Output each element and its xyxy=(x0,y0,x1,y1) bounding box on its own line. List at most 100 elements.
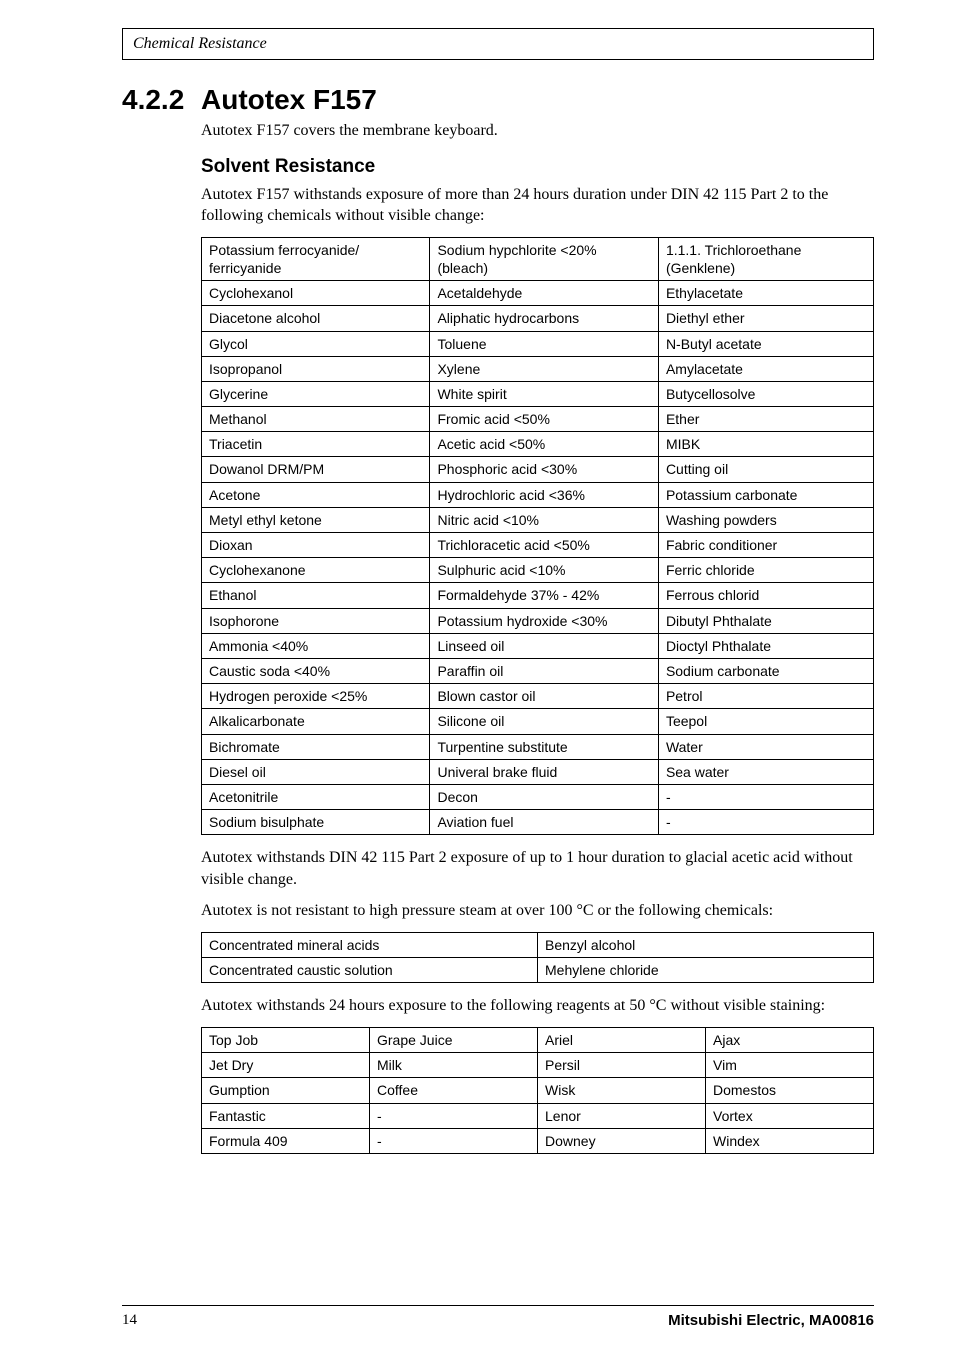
table-cell: Trichloracetic acid <50% xyxy=(430,533,658,558)
table-cell: Sodium carbonate xyxy=(658,658,873,683)
footer-right: Mitsubishi Electric, MA00816 xyxy=(668,1312,874,1329)
table-row: TriacetinAcetic acid <50%MIBK xyxy=(202,432,874,457)
table-cell: - xyxy=(658,810,873,835)
table-cell: Diesel oil xyxy=(202,759,430,784)
table-row: GumptionCoffeeWiskDomestos xyxy=(202,1078,874,1103)
not-resistant-table: Concentrated mineral acidsBenzyl alcohol… xyxy=(201,932,874,983)
table-cell: Univeral brake fluid xyxy=(430,759,658,784)
table-row: IsopropanolXyleneAmylacetate xyxy=(202,356,874,381)
table-row: Diesel oilUniveral brake fluidSea water xyxy=(202,759,874,784)
table-cell: 1.1.1. Trichloroethane (Genklene) xyxy=(658,237,873,280)
table-cell: Diacetone alcohol xyxy=(202,306,430,331)
para-1: Autotex F157 withstands exposure of more… xyxy=(201,184,874,227)
section-intro: Autotex F157 covers the membrane keyboar… xyxy=(201,120,874,142)
table-cell: Acetaldehyde xyxy=(430,281,658,306)
table-cell: Potassium carbonate xyxy=(658,482,873,507)
table-row: Formula 409-DowneyWindex xyxy=(202,1128,874,1153)
table-cell: Dioxan xyxy=(202,533,430,558)
table-cell: Linseed oil xyxy=(430,633,658,658)
table-cell: Formaldehyde 37% - 42% xyxy=(430,583,658,608)
table-cell: Fabric conditioner xyxy=(658,533,873,558)
table-cell: Xylene xyxy=(430,356,658,381)
table-cell: Ferrous chlorid xyxy=(658,583,873,608)
table-cell: Amylacetate xyxy=(658,356,873,381)
table-cell: Acetic acid <50% xyxy=(430,432,658,457)
reagents-table: Top JobGrape JuiceArielAjaxJet DryMilkPe… xyxy=(201,1027,874,1154)
table-cell: Petrol xyxy=(658,684,873,709)
table-cell: Top Job xyxy=(202,1028,370,1053)
table-cell: Coffee xyxy=(370,1078,538,1103)
table-cell: N-Butyl acetate xyxy=(658,331,873,356)
table-cell: Aviation fuel xyxy=(430,810,658,835)
table-cell: - xyxy=(370,1103,538,1128)
table-row: DioxanTrichloracetic acid <50%Fabric con… xyxy=(202,533,874,558)
table-cell: Formula 409 xyxy=(202,1128,370,1153)
table-cell: Concentrated caustic solution xyxy=(202,958,538,983)
table-cell: Ammonia <40% xyxy=(202,633,430,658)
section-title: Autotex F157 xyxy=(201,84,377,115)
table-cell: Triacetin xyxy=(202,432,430,457)
table-row: Concentrated caustic solutionMehylene ch… xyxy=(202,958,874,983)
table-cell: Bichromate xyxy=(202,734,430,759)
table-row: MethanolFromic acid <50%Ether xyxy=(202,407,874,432)
table-cell: Glycerine xyxy=(202,381,430,406)
table-cell: Ethanol xyxy=(202,583,430,608)
para-4: Autotex withstands 24 hours exposure to … xyxy=(201,995,874,1017)
table-cell: Jet Dry xyxy=(202,1053,370,1078)
table-cell: Teepol xyxy=(658,709,873,734)
section-number: 4.2.2 xyxy=(122,84,201,116)
table-cell: Isophorone xyxy=(202,608,430,633)
table-cell: Sodium hypchlorite <20% (bleach) xyxy=(430,237,658,280)
table-cell: Acetone xyxy=(202,482,430,507)
table-cell: Methanol xyxy=(202,407,430,432)
table-cell: Acetonitrile xyxy=(202,784,430,809)
table-row: Sodium bisulphateAviation fuel- xyxy=(202,810,874,835)
subheading-solvent: Solvent Resistance xyxy=(201,156,874,178)
table-row: Top JobGrape JuiceArielAjax xyxy=(202,1028,874,1053)
table-cell: Ethylacetate xyxy=(658,281,873,306)
page-header: Chemical Resistance xyxy=(122,28,874,60)
table-cell: Sulphuric acid <10% xyxy=(430,558,658,583)
table-cell: Blown castor oil xyxy=(430,684,658,709)
table-row: CyclohexanolAcetaldehydeEthylacetate xyxy=(202,281,874,306)
table-cell: Cyclohexanol xyxy=(202,281,430,306)
table-row: Ammonia <40%Linseed oilDioctyl Phthalate xyxy=(202,633,874,658)
table-cell: Dowanol DRM/PM xyxy=(202,457,430,482)
table-row: Metyl ethyl ketoneNitric acid <10%Washin… xyxy=(202,507,874,532)
table-cell: Cyclohexanone xyxy=(202,558,430,583)
table-row: GlycolTolueneN-Butyl acetate xyxy=(202,331,874,356)
table-cell: Silicone oil xyxy=(430,709,658,734)
table-cell: White spirit xyxy=(430,381,658,406)
table-cell: Benzyl alcohol xyxy=(538,933,874,958)
table-row: EthanolFormaldehyde 37% - 42%Ferrous chl… xyxy=(202,583,874,608)
table-cell: Caustic soda <40% xyxy=(202,658,430,683)
table-cell: MIBK xyxy=(658,432,873,457)
page-number: 14 xyxy=(122,1312,137,1329)
header-title: Chemical Resistance xyxy=(133,35,267,53)
table-cell: Hydrochloric acid <36% xyxy=(430,482,658,507)
table-row: Dowanol DRM/PMPhosphoric acid <30%Cuttin… xyxy=(202,457,874,482)
table-cell: Sodium bisulphate xyxy=(202,810,430,835)
table-cell: Butycellosolve xyxy=(658,381,873,406)
para-3: Autotex is not resistant to high pressur… xyxy=(201,900,874,922)
table-cell: Fromic acid <50% xyxy=(430,407,658,432)
table-cell: Sea water xyxy=(658,759,873,784)
table-cell: Cutting oil xyxy=(658,457,873,482)
table-cell: Downey xyxy=(538,1128,706,1153)
table-cell: Grape Juice xyxy=(370,1028,538,1053)
table-cell: Dibutyl Phthalate xyxy=(658,608,873,633)
table-cell: Metyl ethyl ketone xyxy=(202,507,430,532)
table-cell: Ether xyxy=(658,407,873,432)
table-cell: Milk xyxy=(370,1053,538,1078)
table-cell: - xyxy=(370,1128,538,1153)
table-row: CyclohexanoneSulphuric acid <10%Ferric c… xyxy=(202,558,874,583)
table-row: Concentrated mineral acidsBenzyl alcohol xyxy=(202,933,874,958)
table-row: Potassium ferrocyanide/ ferricyanideSodi… xyxy=(202,237,874,280)
page-footer: 14 Mitsubishi Electric, MA00816 xyxy=(122,1305,874,1329)
table-cell: Vim xyxy=(706,1053,874,1078)
table-cell: Ariel xyxy=(538,1028,706,1053)
table-cell: Fantastic xyxy=(202,1103,370,1128)
table-row: Caustic soda <40%Paraffin oilSodium carb… xyxy=(202,658,874,683)
table-cell: Persil xyxy=(538,1053,706,1078)
table-cell: Turpentine substitute xyxy=(430,734,658,759)
